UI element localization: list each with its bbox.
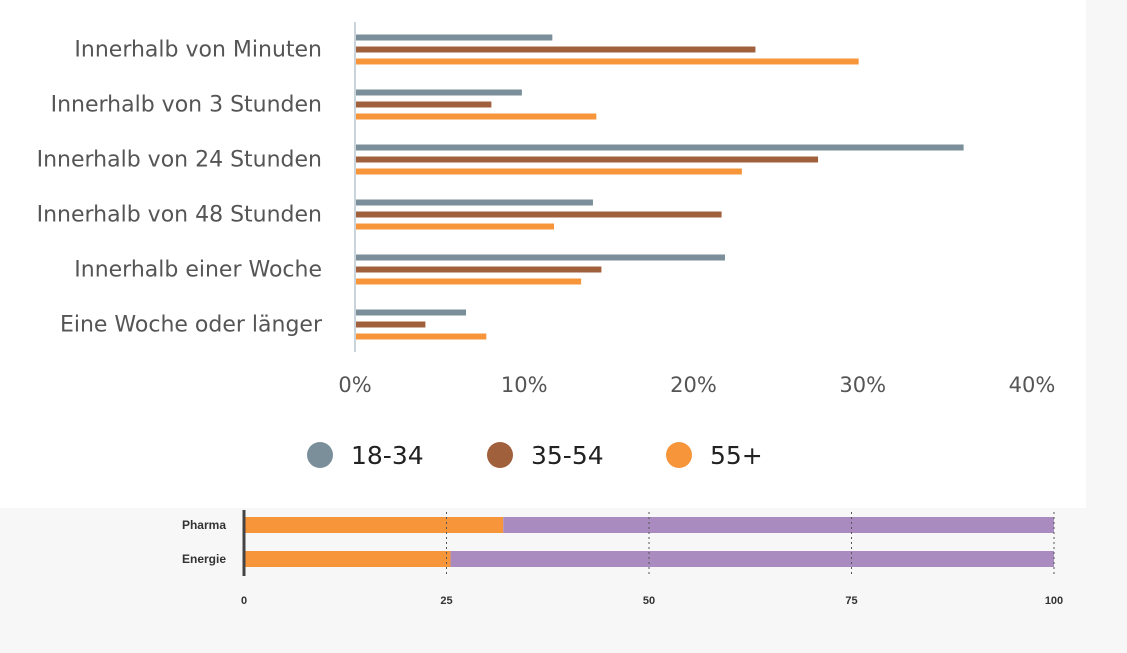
stacked-bar-segment [244, 517, 504, 533]
category-label: Eine Woche oder länger [60, 313, 323, 338]
top-chart-panel [0, 0, 1086, 508]
bar-35-54 [356, 266, 602, 273]
category-label: Pharma [182, 518, 226, 532]
bar-35-54 [356, 156, 819, 163]
legend-swatch-55+ [666, 442, 692, 468]
legend-label: 55+ [710, 441, 763, 470]
x-tick-label: 0% [338, 373, 371, 397]
legend-label: 18-34 [351, 441, 424, 470]
category-label: Energie [182, 552, 226, 566]
bar-35-54 [356, 321, 426, 328]
stacked-bar-segment [503, 517, 1054, 533]
x-tick-label: 50 [643, 595, 655, 607]
bar-55+ [356, 333, 487, 340]
bar-18-34 [356, 144, 964, 151]
category-label: Innerhalb von 3 Stunden [51, 93, 322, 118]
legend-swatch-18-34 [307, 442, 333, 468]
bar-55+ [356, 168, 742, 175]
bar-35-54 [356, 101, 492, 108]
x-tick-label: 20% [670, 373, 717, 397]
bar-18-34 [356, 89, 522, 96]
stacked-bar-segment [244, 551, 451, 567]
bar-18-34 [356, 34, 553, 41]
bar-55+ [356, 58, 859, 65]
legend-label: 35-54 [531, 441, 604, 470]
bar-18-34 [356, 254, 725, 261]
bar-35-54 [356, 46, 756, 53]
category-label: Innerhalb von Minuten [74, 38, 322, 63]
x-tick-label: 25 [440, 595, 452, 607]
category-label: Innerhalb einer Woche [74, 258, 322, 283]
bar-55+ [356, 223, 555, 230]
x-tick-label: 100 [1045, 595, 1063, 607]
category-label: Innerhalb von 24 Stunden [37, 148, 322, 173]
bar-55+ [356, 278, 582, 285]
x-tick-label: 30% [839, 373, 886, 397]
x-tick-label: 75 [845, 595, 857, 607]
bar-18-34 [356, 309, 467, 316]
x-tick-label: 10% [501, 373, 548, 397]
stacked-bar-segment [450, 551, 1054, 567]
bar-35-54 [356, 211, 722, 218]
legend-swatch-35-54 [487, 442, 513, 468]
x-tick-label: 0 [241, 595, 247, 607]
bar-55+ [356, 113, 597, 120]
category-label: Innerhalb von 48 Stunden [37, 203, 322, 228]
response-time-bar-chart: Innerhalb von Minuten Innerhalb von 3 Stu… [37, 22, 1056, 470]
x-tick-label: 40% [1009, 373, 1056, 397]
bar-18-34 [356, 199, 593, 206]
